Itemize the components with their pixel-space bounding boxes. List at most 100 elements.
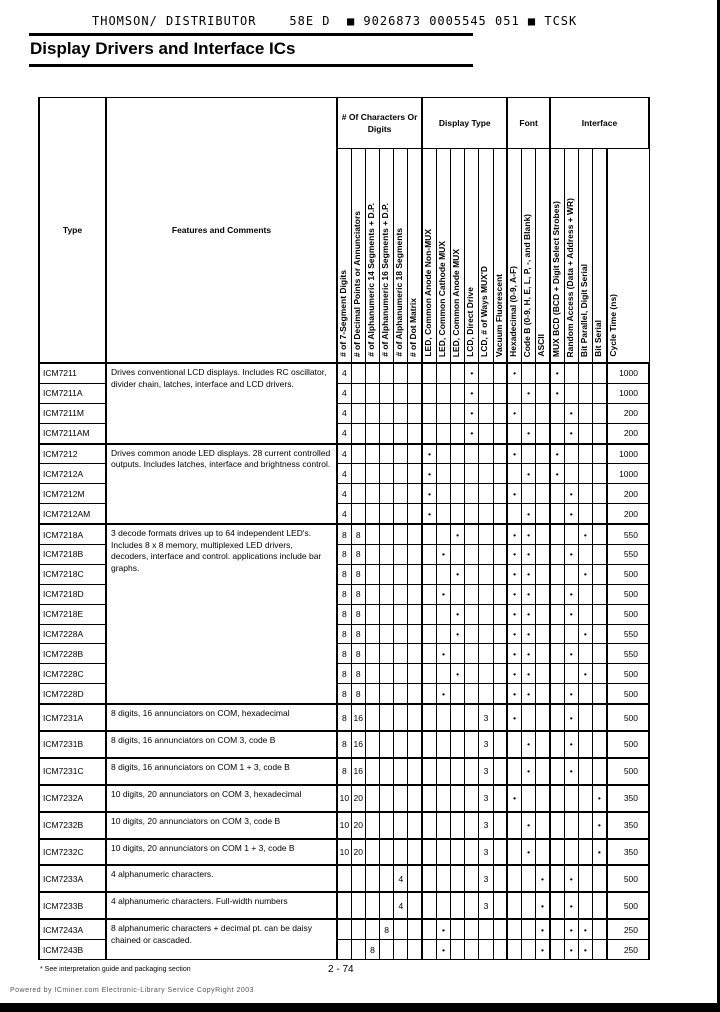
cell-value: 8 [335,643,352,665]
cell-value [492,837,508,866]
cell-value [591,703,608,732]
cell-value [548,939,565,961]
cell-value [435,361,452,384]
cell-value [548,503,565,525]
cell-value [450,442,466,465]
cell-value [421,583,437,605]
cell-value [435,783,452,813]
cell-value [535,523,551,546]
cell-value: 16 [350,756,366,786]
cell-value [450,939,466,961]
cell-value [421,918,437,941]
cell-value [535,756,551,786]
part-number: ICM7211M [38,402,107,424]
table-row: ICM7232C 10 digits, 20 annunciators on CO… [38,837,651,866]
cell-value [435,382,452,404]
cell-value [577,483,593,505]
column-header-label: # of Alphanumeric 18 Segments [394,228,405,357]
cycle-time: 500 [605,864,651,893]
dot-mark: • [591,837,608,866]
cell-value [435,663,452,685]
cycle-time: 200 [605,422,651,445]
cell-value [407,891,423,920]
cell-value [421,382,437,404]
cell-value [591,603,608,625]
dot-mark: • [435,583,452,605]
cell-value [450,402,466,424]
cell-value: 3 [478,837,494,866]
cell-value [350,864,366,893]
table-section: Type Features and Comments # Of Characters… [38,97,651,974]
dot-mark: • [506,683,523,705]
cell-value [577,503,593,525]
cell-value [421,643,437,665]
cell-value: 8 [364,939,381,961]
cell-value [464,603,480,625]
cell-value [535,563,551,585]
cell-value [364,382,381,404]
cell-value [435,756,452,786]
cell-value [492,891,508,920]
dot-mark: • [520,544,537,565]
column-header-label: Vacuum Fluorescent [493,273,504,357]
cell-value: 20 [350,783,366,813]
cell-value [548,623,565,645]
cell-value [435,730,452,759]
cell-value [506,503,523,525]
features-comments: 10 digits, 20 annunciators on COM 1 + 3,… [105,837,338,866]
cell-value [393,623,409,645]
cycle-time: 250 [605,939,651,961]
cell-value [364,422,381,445]
column-header: LCD, Direct Drive [464,148,480,364]
dot-mark: • [520,463,537,485]
cycle-time: 350 [605,837,651,866]
part-number: ICM7228D [38,683,107,705]
title-rule [29,64,473,67]
column-header: Cycle Time (ns) [605,148,650,364]
cell-value [591,361,608,384]
cell-value [350,361,366,384]
features-comments: 8 digits, 16 annunciators on COM 3, code… [105,730,338,759]
cell-value [577,422,593,445]
cell-value [478,442,494,465]
cell-value [407,523,423,546]
cell-value [577,583,593,605]
cell-value [379,361,395,384]
cell-value [563,837,579,866]
cell-value [464,523,480,546]
cell-value [492,730,508,759]
cell-value [393,783,409,813]
cell-value [478,503,494,525]
cell-value [464,918,480,941]
cell-value [379,422,395,445]
cell-value: 8 [350,544,366,565]
cell-value [520,864,537,893]
part-number: ICM7218C [38,563,107,585]
cell-value [407,643,423,665]
dot-mark: • [464,361,480,384]
dot-mark: • [535,864,551,893]
cell-value [478,483,494,505]
cell-value [577,402,593,424]
cell-value [478,603,494,625]
cell-value [548,756,565,786]
cell-value [335,939,352,961]
cell-value [407,837,423,866]
cell-value [577,730,593,759]
dot-mark: • [506,544,523,565]
cell-value [478,583,494,605]
cell-value [435,422,452,445]
cell-value [548,483,565,505]
cell-value [506,939,523,961]
cell-value: 3 [478,730,494,759]
dot-mark: • [563,643,579,665]
cell-value [478,382,494,404]
part-number: ICM7228A [38,623,107,645]
cell-value [563,382,579,404]
cell-value [350,939,366,961]
cell-value [364,730,381,759]
cell-value [364,623,381,645]
cell-value [577,361,593,384]
cell-value [450,643,466,665]
cell-value [535,703,551,732]
